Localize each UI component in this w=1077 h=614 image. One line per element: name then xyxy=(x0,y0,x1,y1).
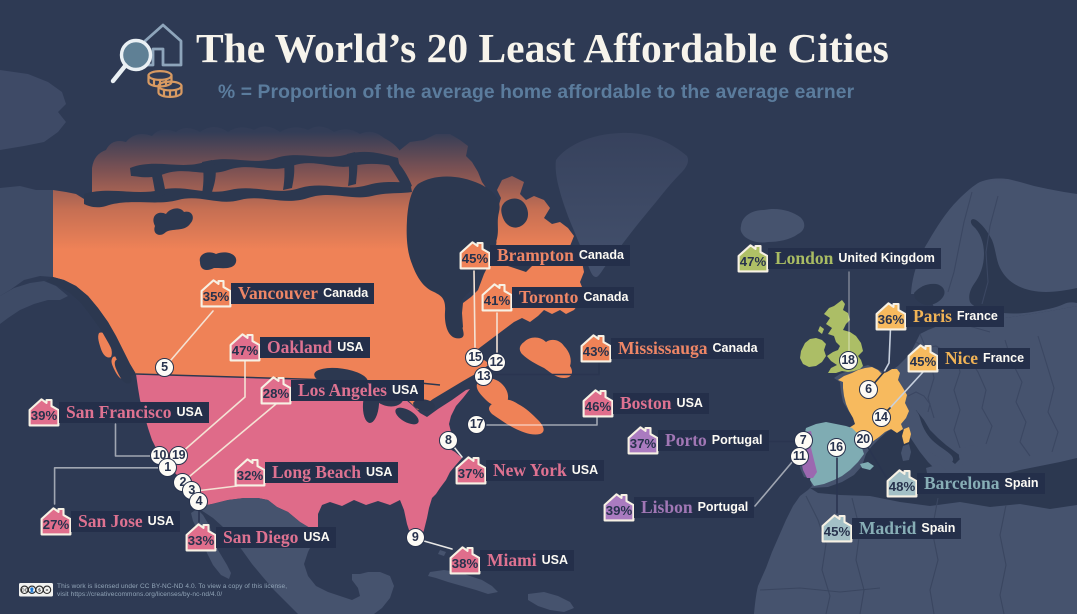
svg-text:45%: 45% xyxy=(910,354,937,369)
svg-text:47%: 47% xyxy=(232,343,259,358)
svg-text:$: $ xyxy=(38,587,41,592)
svg-text:33%: 33% xyxy=(188,533,215,548)
svg-text:38%: 38% xyxy=(452,556,479,571)
svg-text:45%: 45% xyxy=(824,524,851,539)
svg-text:35%: 35% xyxy=(203,289,230,304)
svg-text:27%: 27% xyxy=(43,517,70,532)
svg-text:48%: 48% xyxy=(889,479,916,494)
svg-text:36%: 36% xyxy=(878,312,905,327)
svg-text:45%: 45% xyxy=(462,251,489,266)
svg-text:39%: 39% xyxy=(606,503,633,518)
svg-text:CC: CC xyxy=(21,587,28,592)
svg-text:41%: 41% xyxy=(484,293,511,308)
svg-text:32%: 32% xyxy=(237,468,264,483)
svg-text:28%: 28% xyxy=(263,386,290,401)
svg-text:47%: 47% xyxy=(740,254,767,269)
svg-text:=: = xyxy=(46,587,49,592)
svg-text:46%: 46% xyxy=(585,399,612,414)
svg-text:39%: 39% xyxy=(31,408,58,423)
svg-text:👤: 👤 xyxy=(29,586,35,593)
svg-text:43%: 43% xyxy=(583,344,610,359)
svg-text:37%: 37% xyxy=(458,466,485,481)
svg-text:37%: 37% xyxy=(630,436,657,451)
